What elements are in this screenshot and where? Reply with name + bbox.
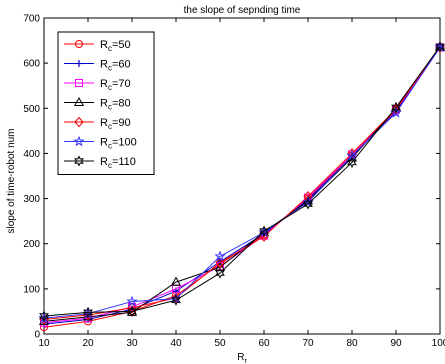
series-line <box>43 46 441 317</box>
x-tick-label: 40 <box>170 338 182 349</box>
legend-marker <box>75 60 83 67</box>
y-tick-label: 600 <box>23 59 40 70</box>
data-point <box>214 261 226 271</box>
legend: Rc=50 Rc=60 Rc=70 Rc=80 Rc=90 Rc=100 Rc=110 <box>57 31 155 175</box>
y-tick-label: 700 <box>23 14 40 25</box>
y-tick-label: 300 <box>23 194 40 205</box>
x-tick-label: 70 <box>302 338 314 349</box>
x-tick-label: 30 <box>126 338 138 349</box>
legend-marker <box>74 155 84 167</box>
data-point <box>303 191 313 202</box>
legend-item: Rc=80 <box>64 96 131 112</box>
legend-item: Rc=50 <box>64 39 131 53</box>
data-point <box>39 310 49 322</box>
data-point <box>391 101 401 114</box>
series-110 <box>39 40 445 322</box>
legend-marker <box>74 116 84 128</box>
y-tick-label: 200 <box>23 239 40 250</box>
x-tick-label: 20 <box>82 338 94 349</box>
x-tick-label: 90 <box>390 338 402 349</box>
y-tick-label: 100 <box>23 284 40 295</box>
x-tick-label: 60 <box>258 338 270 349</box>
x-axis-label-main: R <box>237 352 244 363</box>
data-point <box>170 292 182 304</box>
y-axis: 0 100 200 300 400 500 600 700 <box>23 14 440 341</box>
y-axis-label: slope of time-robot num <box>6 128 17 233</box>
data-point <box>214 250 226 262</box>
legend-label: Rc=60 <box>100 59 131 73</box>
data-point <box>347 156 357 169</box>
plot-area <box>43 17 441 335</box>
legend-label: Rc=80 <box>100 98 131 112</box>
x-tick-label: 50 <box>214 338 226 349</box>
legend-label: Rc=90 <box>100 117 131 131</box>
legend-item: Rc=70 <box>64 78 131 92</box>
data-point <box>171 294 181 306</box>
data-point <box>258 226 270 238</box>
legend-label: Rc=100 <box>100 137 137 151</box>
y-tick-label: 400 <box>23 149 40 160</box>
data-point <box>303 198 313 210</box>
x-tick-label: 80 <box>346 338 358 349</box>
legend-item: Rc=90 <box>64 116 131 131</box>
legend-label: Rc=50 <box>100 39 131 53</box>
legend-box <box>57 31 155 175</box>
x-tick-label: 10 <box>38 338 50 349</box>
x-tick-label: 100 <box>432 338 445 349</box>
data-point <box>127 302 137 314</box>
y-tick-label: 500 <box>23 104 40 115</box>
series-layer <box>38 40 445 332</box>
legend-marker <box>73 135 85 147</box>
y-tick-label: 0 <box>34 330 40 341</box>
legend-item: Rc=110 <box>64 155 136 170</box>
legend-label: Rc=70 <box>100 78 131 92</box>
data-point <box>435 40 445 53</box>
x-axis: 10 20 30 40 50 60 70 80 90 100 <box>38 18 445 349</box>
chart-title: the slope of sepnding time <box>184 5 301 16</box>
legend-item: Rc=60 <box>64 59 131 73</box>
legend-label: Rc=110 <box>100 156 136 170</box>
legend-marker <box>73 96 85 106</box>
data-point <box>215 267 225 279</box>
legend-item: Rc=100 <box>64 135 137 151</box>
data-point <box>170 276 182 286</box>
data-point <box>127 305 137 318</box>
legend-marker <box>75 40 83 48</box>
legend-marker <box>75 79 83 87</box>
data-point <box>126 295 138 307</box>
plot-frame <box>43 17 441 335</box>
x-axis-label-subscript: r <box>244 358 247 364</box>
data-point <box>259 225 269 237</box>
data-point <box>83 306 93 318</box>
data-point <box>215 257 225 268</box>
x-axis-label: Rr <box>237 352 247 364</box>
